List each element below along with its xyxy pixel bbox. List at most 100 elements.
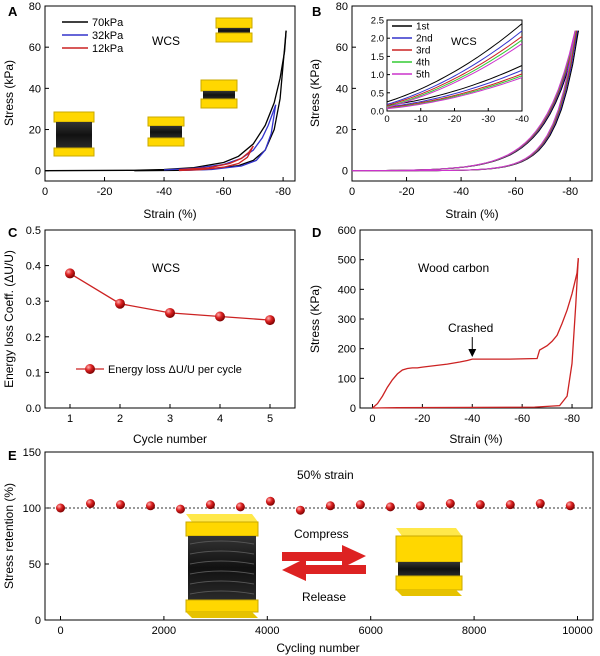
panel-c-ytick-label: 0.5	[26, 225, 41, 237]
panel-a-annotation: WCS	[152, 34, 180, 48]
panel-e-data-point	[175, 504, 185, 514]
panel-b-ytick-label: 40	[336, 83, 348, 95]
panel-d-frame	[359, 229, 593, 409]
panel-c-xtick-label: 2	[117, 413, 123, 425]
panel-e-plot: E 0 2000 4000 6000 8000 10000 0 50 100 150 Compre…	[2, 447, 594, 655]
panel-a-xtick-label: -80	[275, 186, 291, 198]
panel-b-xtick-label: -20	[399, 186, 415, 198]
panel-c-legend-marker	[85, 364, 95, 374]
panel-b-inset-xtick-label: -10	[414, 114, 428, 125]
panel-e-letter: E	[8, 448, 17, 463]
panel-e-xlabel: Cycling number	[276, 641, 359, 655]
panel-a-ytick-label: 20	[29, 125, 41, 137]
panel-b-inset-series-4th-load	[386, 39, 523, 108]
panel-a-ytick-label: 60	[29, 42, 41, 54]
panel-b-inset-legend-label: 2nd	[416, 34, 433, 45]
panel-e-xtick-label: 6000	[358, 625, 382, 637]
panel-c-annotation: WCS	[152, 261, 180, 275]
panel-a-foam-lightly-compressed	[147, 116, 185, 147]
panel-e-data-point	[295, 505, 305, 515]
panel-b-inset-series-2nd-load	[386, 30, 523, 105]
panel-d-ytick-label: 200	[338, 344, 356, 356]
panel-c-data-point	[65, 268, 75, 279]
panel-e-xtick-label: 2000	[152, 625, 176, 637]
panel-d-letter: D	[312, 225, 321, 240]
panel-b-ytick-label: 80	[336, 1, 348, 13]
panel-b-inset-ytick-label: 0.5	[371, 88, 384, 99]
panel-b-inset-ytick-label: 1.5	[371, 52, 384, 63]
panel-e-data-point	[355, 500, 365, 510]
panel-e-data-point	[475, 500, 485, 510]
panel-b-inset: 0 -10 -20 -30 -40 0.0 0.5 1.0 1.5 2.0 2.5 1st2nd3rd…	[371, 16, 529, 126]
panel-d-ytick-label: 500	[338, 255, 356, 267]
panel-c-plot: C 1 2 3 4 5 0.0 0.1 0.2 0.3 0.4 0.5 WCS Energy los…	[2, 225, 296, 446]
panel-e-ytick-label: 150	[23, 447, 41, 459]
panel-b-ylabel: Stress (KPa)	[308, 59, 322, 127]
panel-a-xtick-label: -20	[97, 186, 113, 198]
panel-b-inset-series-2nd-unload	[386, 69, 523, 108]
panel-e-data-point	[235, 502, 245, 512]
panel-a-xtick-label: -40	[156, 186, 172, 198]
panel-a-legend-label: 70kPa	[92, 17, 124, 29]
panel-a-legend-label: 32kPa	[92, 30, 124, 42]
panel-d-xlabel: Strain (%)	[449, 432, 502, 446]
panel-d-plot: D 0 -20 -40 -60 -80 0 100 200 300 400 500 600 Wood …	[308, 225, 593, 446]
panel-c-letter: C	[8, 225, 18, 240]
panel-b-xtick-label: -40	[453, 186, 469, 198]
panel-c-data-point	[265, 315, 275, 326]
panel-e-data-point	[85, 499, 95, 509]
panel-e-frame	[44, 451, 594, 621]
panel-e-data-point	[505, 500, 515, 510]
panel-c-ytick-label: 0.1	[26, 367, 41, 379]
panel-c-xtick-label: 5	[267, 413, 273, 425]
panel-a-ytick-label: 0	[35, 166, 41, 178]
panel-d-xtick-label: -20	[414, 413, 430, 425]
panel-e-xtick-label: 10000	[562, 625, 593, 637]
panel-c-data-point	[165, 307, 175, 318]
panel-e-ytick-label: 0	[35, 615, 41, 627]
panel-e-data-point	[535, 499, 545, 509]
panel-b-xtick-label: -80	[562, 186, 578, 198]
panel-e-data-point	[145, 501, 155, 511]
panel-a-series-32kPa-unload	[178, 104, 277, 172]
panel-b-inset-legend-label: 1st	[416, 22, 430, 33]
panel-c-ylabel: Energy loss Coeff. (ΔU/U)	[2, 250, 16, 388]
panel-e-foam-expanded	[185, 514, 259, 618]
panel-e-xtick-label: 0	[57, 625, 63, 637]
panel-a-ytick-label: 40	[29, 83, 41, 95]
panel-e-data-point	[325, 501, 335, 511]
panel-a-series-32kPa-load	[163, 104, 277, 171]
panel-e-ylabel: Stress retention (%)	[2, 483, 16, 589]
panel-c-ytick-label: 0.2	[26, 332, 41, 344]
panel-a-ytick-label: 80	[29, 1, 41, 13]
panel-b-inset-legend-label: 3rd	[416, 46, 430, 57]
panel-d-xtick-label: -40	[464, 413, 480, 425]
panel-e-data-point	[385, 502, 395, 512]
panel-b-inset-series-3rd-load	[386, 35, 523, 106]
panel-b-inset-xtick-label: -40	[515, 114, 529, 125]
panel-b-plot: B 0 -20 -40 -60 -80 0 20 40 60 80 0 -10 -20 -30 -40 0.…	[308, 1, 593, 221]
panel-e-foam-compressed	[395, 528, 463, 596]
panel-b-frame	[351, 5, 593, 182]
panel-b-ytick-label: 60	[336, 42, 348, 54]
panel-c-legend-label: Energy loss ΔU/U per cycle	[108, 364, 242, 376]
panel-e-data-point	[445, 499, 455, 509]
panel-b-inset-xtick-label: 0	[384, 114, 389, 125]
panel-b-inset-series-1st-load	[386, 23, 523, 103]
panel-b-inset-xtick-label: -20	[448, 114, 462, 125]
panel-d-ytick-label: 600	[338, 225, 356, 237]
panel-e-data-point	[265, 496, 275, 506]
panel-e-data-point	[56, 503, 66, 513]
panel-a-foam-fully-compressed	[215, 17, 253, 43]
panel-d-ytick-label: 400	[338, 284, 356, 296]
panel-a-xlabel: Strain (%)	[143, 207, 196, 221]
panel-b-inset-series-3rd-unload	[386, 73, 523, 109]
panel-e-compress-arrow	[282, 545, 366, 568]
panel-a-series-12kPa-load	[178, 145, 254, 171]
panel-d-xtick-label: -80	[564, 413, 580, 425]
panel-e-annotation: 50% strain	[297, 468, 354, 482]
panel-a-ylabel: Stress (kPa)	[2, 60, 16, 126]
panel-c-legend: Energy loss ΔU/U per cycle	[76, 364, 242, 376]
